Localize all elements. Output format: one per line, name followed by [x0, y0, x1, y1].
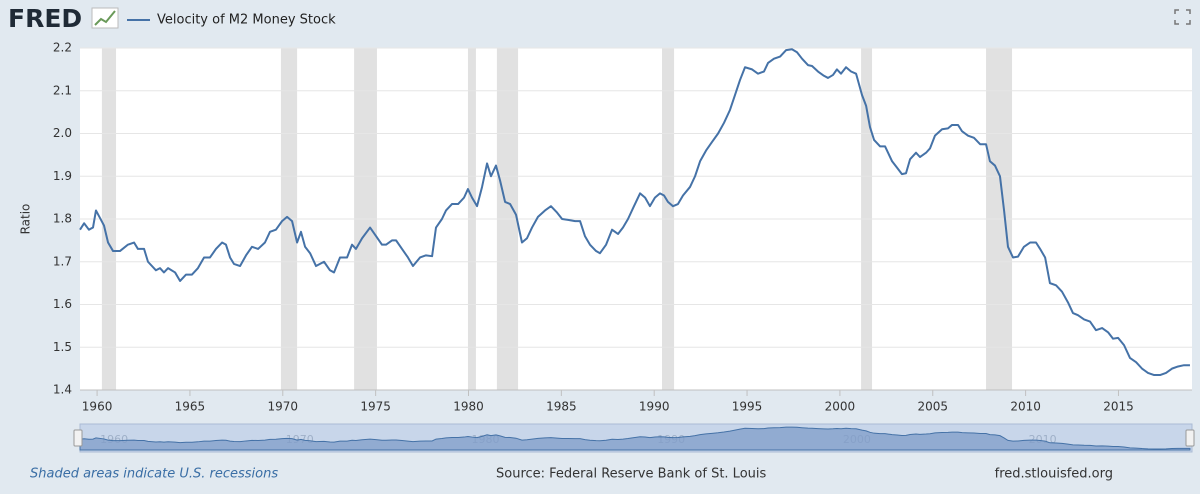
y-tick-label: 1.5 [53, 340, 72, 354]
recession-note[interactable]: Shaded areas indicate U.S. recessions [30, 467, 278, 482]
grid [80, 47, 1192, 396]
x-tick-label: 1960 [82, 400, 113, 414]
y-axis-label: Ratio [19, 204, 33, 235]
logo-icon-line [94, 10, 116, 26]
y-tick-label: 2.1 [53, 83, 72, 97]
y-tick-label: 1.8 [53, 212, 72, 226]
series-line [79, 48, 1190, 377]
fullscreen-icon[interactable] [1174, 9, 1191, 25]
website: fred.stlouisfed.org [995, 467, 1113, 482]
x-tick-label: 1990 [639, 400, 670, 414]
icon-corner [1186, 9, 1191, 14]
navigator-handle-left[interactable] [73, 429, 83, 447]
x-tick-label: 1995 [732, 400, 763, 414]
logo-icon [91, 7, 119, 29]
y-tick-label: 1.4 [53, 383, 72, 397]
navigator-chart: 196019701980199020002010 [79, 426, 1191, 451]
y-tick-label: 1.7 [53, 254, 72, 268]
icon-corner [1174, 9, 1179, 14]
navigator-handle-right[interactable] [1185, 429, 1195, 447]
plot [79, 48, 1190, 377]
logo-icon-frame [91, 7, 119, 29]
legend-label: Velocity of M2 Money Stock [157, 13, 336, 28]
x-tick-label: 1975 [360, 400, 391, 414]
y-tick-label: 1.6 [53, 297, 72, 311]
x-tick-label: 1985 [546, 400, 577, 414]
x-tick-label: 1970 [268, 400, 299, 414]
x-tick-label: 2015 [1103, 400, 1134, 414]
y-tick-label: 2.0 [53, 126, 72, 140]
x-tick-label: 1965 [175, 400, 206, 414]
x-tick-label: 2010 [1010, 400, 1041, 414]
icon-corner [1174, 20, 1179, 25]
x-tick-label: 1980 [453, 400, 484, 414]
x-tick-label: 2005 [917, 400, 948, 414]
source: Source: Federal Reserve Bank of St. Loui… [496, 467, 766, 482]
y-tick-label: 1.9 [53, 169, 72, 183]
x-tick-label: 2000 [825, 400, 856, 414]
navigator-area [79, 426, 1191, 451]
logo: FRED [8, 4, 82, 33]
y-tick-label: 2.2 [53, 41, 72, 55]
icon-corner [1186, 20, 1191, 25]
